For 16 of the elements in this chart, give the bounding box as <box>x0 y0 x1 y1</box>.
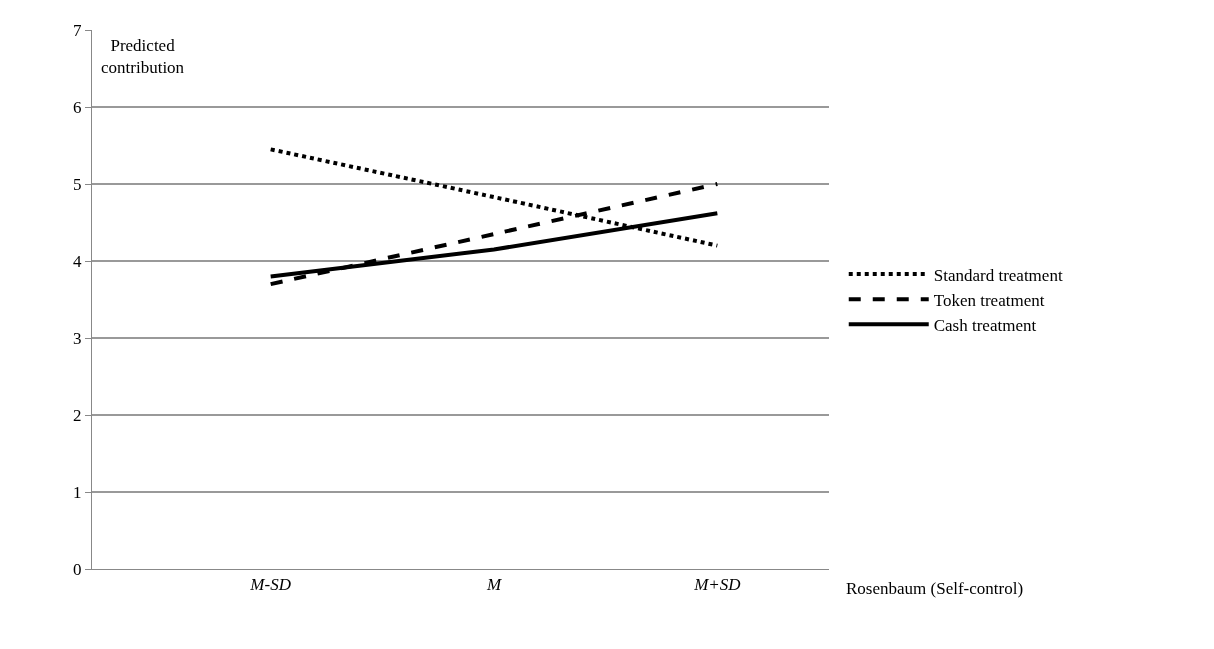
y-tick-label: 2 <box>73 405 82 425</box>
x-tick-label: M <box>485 575 502 595</box>
legend-label: Token treatment <box>933 290 1045 310</box>
x-axis-title: Rosenbaum (Self-control) <box>846 579 1024 598</box>
y-tick-label: 0 <box>73 559 82 579</box>
y-tick-label: 4 <box>73 251 83 271</box>
x-tick-label: M+SD <box>693 575 742 595</box>
y-tick-label: 6 <box>73 97 82 117</box>
legend-label: Standard treatment <box>933 265 1063 285</box>
y-tick-label: 5 <box>73 174 82 194</box>
y-axis-title: Predicted contribution <box>101 36 185 78</box>
x-tick-label: M-SD <box>249 575 292 595</box>
y-tick-label: 3 <box>73 328 82 348</box>
y-tick-label: 7 <box>73 20 83 40</box>
legend-label: Cash treatment <box>933 315 1037 335</box>
y-tick-label: 1 <box>73 482 82 502</box>
